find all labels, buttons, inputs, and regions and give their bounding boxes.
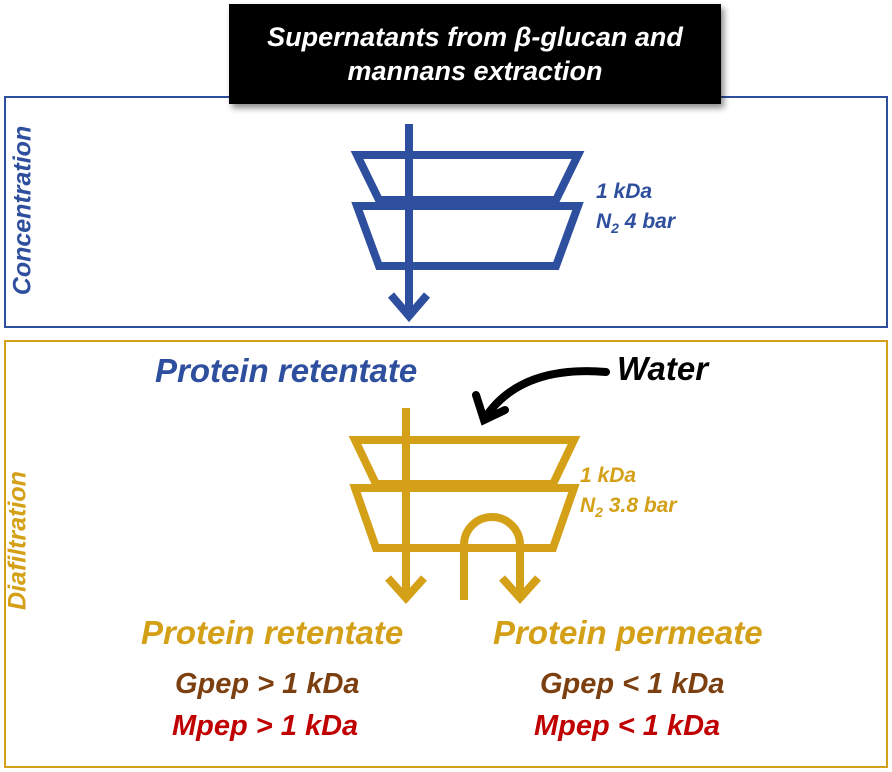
concentration-membrane-bottom [351, 202, 584, 270]
concentration-membrane-top [350, 151, 585, 204]
retentate-arrow-head [385, 575, 427, 604]
title-line-2: mannans extraction [347, 56, 603, 86]
concentration-cutoff: 1 kDa [596, 180, 653, 203]
retentate-mpep: Mpep > 1 kDa [172, 710, 359, 742]
protein-permeate-output-title: Protein permeate [493, 614, 763, 651]
concentration-label: Concentration [8, 125, 37, 296]
title-line-1: Supernatants from β-glucan and [267, 22, 683, 52]
diafiltration-section [4, 340, 888, 768]
permeate-loop-line [460, 513, 524, 600]
permeate-mpep: Mpep < 1 kDa [534, 710, 721, 742]
diafiltration-pressure: N2 3.8 bar [580, 494, 677, 521]
concentration-arrow-head [387, 292, 431, 323]
protein-retentate-output-title: Protein retentate [141, 614, 404, 651]
diafiltration-membrane-top [348, 436, 581, 488]
concentration-pressure: N2 4 bar [596, 210, 675, 237]
diafiltration-membrane-bottom [349, 484, 580, 552]
source-title-box: Supernatants from β-glucan and mannans e… [229, 4, 721, 104]
protein-retentate-input-label: Protein retentate [155, 352, 418, 389]
diafiltration-filter-icon [348, 408, 581, 604]
water-arrow-icon [472, 367, 610, 426]
diafiltration-label: Diafiltration [3, 471, 32, 610]
water-label: Water [617, 350, 709, 387]
permeate-gpep: Gpep < 1 kDa [540, 668, 725, 700]
concentration-parameters: 1 kDa N2 4 bar [596, 177, 675, 243]
retentate-gpep: Gpep > 1 kDa [175, 668, 360, 700]
permeate-arrow-head [499, 575, 541, 604]
concentration-filter-icon [350, 124, 585, 323]
diafiltration-cutoff: 1 kDa [580, 464, 637, 487]
diafiltration-parameters: 1 kDa N2 3.8 bar [580, 461, 677, 527]
